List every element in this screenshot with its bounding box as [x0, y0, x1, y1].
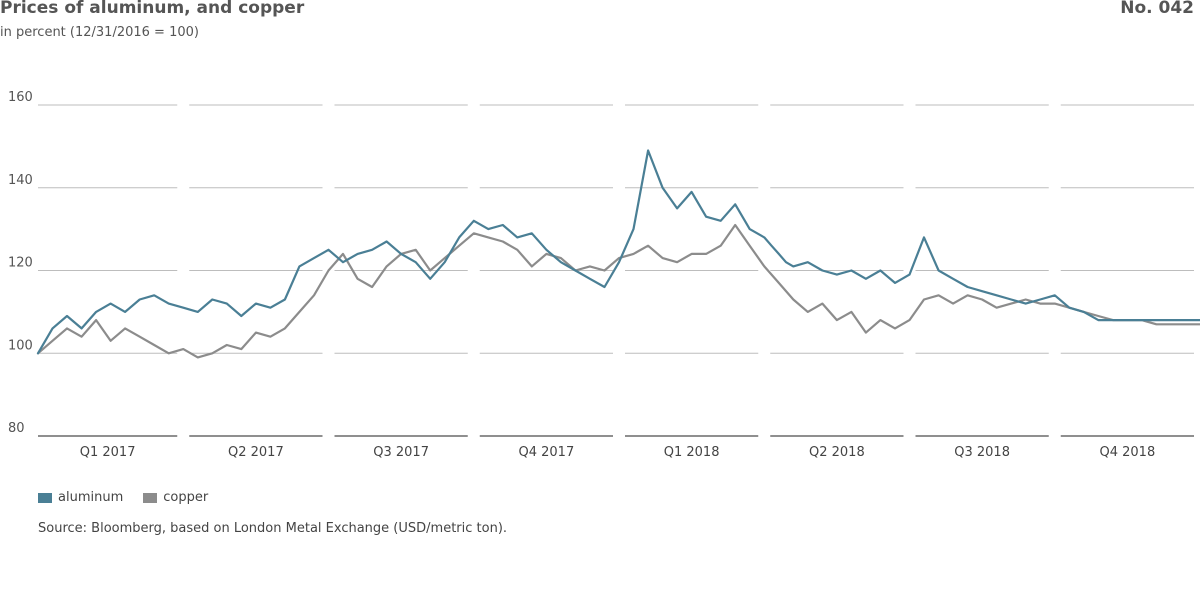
y-tick-label: 80 [8, 421, 25, 436]
legend-swatch-aluminum [38, 492, 52, 503]
x-tick-label: Q2 2018 [809, 445, 865, 460]
series-layer [36, 149, 1200, 359]
legend-label-aluminum: aluminum [58, 490, 124, 505]
y-tick-label: 120 [8, 256, 33, 271]
y-tick-label: 160 [8, 90, 33, 105]
chart-number: No. 042 [1120, 0, 1194, 18]
x-tick-label: Q1 2018 [664, 445, 720, 460]
x-tick-label: Q4 2018 [1100, 445, 1156, 460]
x-tick-label: Q1 2017 [80, 445, 136, 460]
x-tick-label: Q3 2017 [373, 445, 429, 460]
grid-layer [38, 104, 1194, 354]
x-tick-label: Q2 2017 [228, 445, 284, 460]
y-tick-labels: 80 100 120 140 160 [8, 90, 33, 436]
legend-item-copper: copper [143, 490, 208, 505]
series-line-copper [36, 223, 1200, 359]
x-tick-label: Q3 2018 [954, 445, 1010, 460]
source-note: Source: Bloomberg, based on London Metal… [38, 521, 508, 536]
x-quarter-labels: Q1 2017 Q2 2017 Q3 2017 Q4 2017 Q1 2018 Q2 20… [38, 435, 1194, 460]
legend: aluminum copper [38, 490, 208, 505]
chart-subtitle: in percent (12/31/2016 = 100) [0, 25, 199, 40]
legend-swatch-copper [143, 492, 158, 503]
chart-title: Prices of aluminum, and copper [0, 0, 305, 18]
legend-label-copper: copper [163, 490, 209, 505]
series-line-aluminum [36, 149, 1200, 355]
legend-item-aluminum: aluminum [38, 490, 123, 505]
y-tick-label: 140 [8, 173, 33, 188]
y-tick-label: 100 [8, 338, 33, 353]
line-chart: 80 100 120 140 160 Q1 2017 Q2 2017 Q3 2017 Q4 2… [8, 90, 1200, 460]
x-tick-label: Q4 2017 [519, 445, 575, 460]
